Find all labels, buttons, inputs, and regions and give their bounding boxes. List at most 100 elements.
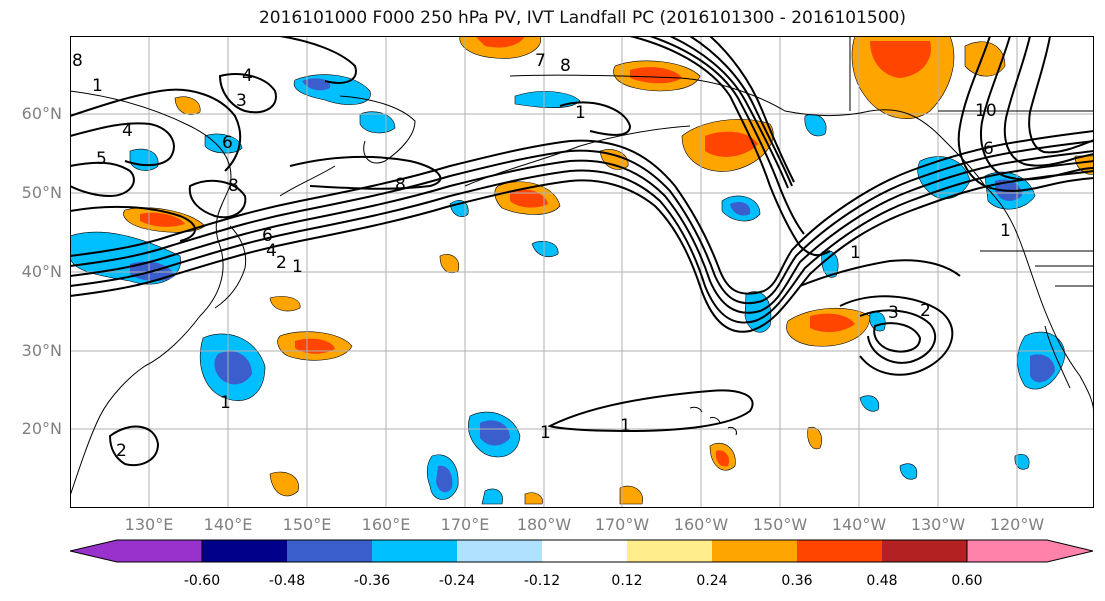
pv-contour	[70, 122, 175, 167]
pv-contour	[709, 36, 795, 183]
pv-contour	[980, 36, 1094, 181]
pv-contour	[108, 425, 160, 466]
lat-label-60n: 60°N	[21, 104, 62, 123]
pos-feature-core	[705, 131, 758, 157]
neg-feature	[204, 133, 243, 154]
map-title: 2016101000 F000 250 hPa PV, IVT Landfall…	[258, 8, 906, 28]
contour-label: 6	[222, 133, 233, 153]
pv-contour	[547, 389, 754, 433]
contour-label: 1	[540, 423, 551, 443]
contour-labels: 8 7 8 1 4 3 4 5 6 8 8 6 4 2 1 1 1 1 1 1 …	[72, 51, 1011, 461]
contour-label: 4	[266, 241, 277, 261]
colorbar-segment	[202, 540, 287, 562]
lon-label-170e: 170°E	[440, 515, 490, 534]
contour-label: 3	[888, 303, 899, 323]
pos-feature-core	[510, 189, 548, 208]
pv-contour	[70, 130, 1094, 295]
pos-feature-core	[870, 41, 931, 78]
colorbar-frame	[201, 539, 968, 563]
contour-label: 1	[575, 103, 586, 123]
coastline-north-america	[984, 185, 1094, 417]
neg-feature	[514, 91, 581, 108]
neg-feature-core	[480, 420, 510, 446]
lon-label-130w: 130°W	[910, 515, 966, 534]
colorbar-segment	[542, 540, 627, 562]
lon-label-120w: 120°W	[989, 515, 1045, 534]
pv-contour	[957, 36, 1094, 192]
colorbar-tick: 0.12	[611, 573, 643, 589]
contour-label: 8	[72, 51, 83, 71]
colorbar-tick: -0.60	[183, 573, 221, 589]
contour-label: 6	[262, 226, 273, 246]
neg-feature-core	[214, 351, 252, 385]
colorbar-segment	[287, 540, 372, 562]
neg-feature-core	[730, 202, 751, 216]
colorbar-tick: 0.24	[696, 573, 728, 589]
contour-label: 4	[122, 121, 133, 141]
colorbar-tick: -0.24	[438, 573, 476, 589]
contour-label: 3	[236, 91, 247, 111]
pos-feature	[964, 41, 1006, 77]
lat-label-20n: 20°N	[21, 419, 62, 438]
coastline-kamchatka	[339, 95, 416, 164]
neg-feature-core	[436, 465, 453, 493]
pv-contour	[188, 179, 247, 219]
neg-feature	[869, 311, 886, 332]
lon-label-130e: 130°E	[124, 515, 174, 534]
pv-contour	[689, 36, 793, 187]
pv-contour	[1003, 36, 1094, 167]
lat-label-40n: 40°N	[21, 262, 62, 281]
lon-label-160w: 160°W	[673, 515, 729, 534]
neg-feature	[899, 463, 918, 480]
pos-feature-core	[140, 212, 185, 227]
pv-contour	[629, 36, 831, 257]
lat-label-30n: 30°N	[21, 341, 62, 360]
pv-contour	[70, 150, 1094, 314]
pos-feature	[619, 485, 643, 505]
pv-contour	[70, 88, 242, 172]
colorbar-segment	[797, 540, 882, 562]
contour-label: 2	[920, 301, 931, 321]
colorbar-extend-high	[966, 539, 1094, 563]
pv-contour	[218, 73, 277, 114]
lon-label-170w: 170°W	[594, 515, 650, 534]
coastline-alaska	[509, 74, 986, 187]
contour-label: 8	[395, 175, 406, 195]
contour-label: 1	[92, 76, 103, 96]
contour-label: 5	[96, 149, 107, 169]
contour-label: 1	[292, 257, 303, 277]
pv-contour	[70, 160, 1094, 324]
colorbar-segment	[457, 540, 542, 562]
coastline-asia	[70, 90, 232, 497]
colorbar-extend-low	[70, 539, 203, 563]
lon-label-140w: 140°W	[831, 515, 887, 534]
neg-feature	[1014, 454, 1030, 470]
lon-label-160e: 160°E	[361, 515, 411, 534]
pv-contour	[289, 155, 442, 190]
lon-label-150e: 150°E	[282, 515, 332, 534]
coastline-kuril	[279, 165, 336, 197]
lon-label-180w: 180°W	[516, 515, 572, 534]
contour-label: 1	[850, 243, 861, 263]
map-panel[interactable]: 8 7 8 1 4 3 4 5 6 8 8 6 4 2 1 1 1 1 1 1 …	[70, 36, 1094, 508]
contour-label: 8	[560, 56, 571, 76]
lon-label-140e: 140°E	[203, 515, 253, 534]
colorbar-segment	[882, 540, 967, 562]
neg-feature	[859, 395, 880, 412]
pv-contours	[70, 36, 1094, 466]
neg-feature	[821, 250, 839, 278]
contour-label: 1	[1000, 221, 1011, 241]
pv-contour	[649, 36, 805, 235]
contour-label: 6	[983, 139, 994, 159]
colorbar-tick: 0.36	[781, 573, 813, 589]
map-frame	[70, 36, 1094, 508]
contour-label: 2	[116, 441, 127, 461]
colorbar-segment	[627, 540, 712, 562]
pv-contour	[669, 36, 789, 189]
contour-label: 4	[242, 66, 253, 86]
pos-feature-core	[295, 338, 335, 354]
neg-feature-core	[302, 78, 331, 91]
neg-feature	[531, 241, 559, 257]
pv-contour	[839, 295, 954, 376]
pos-feature	[269, 296, 301, 312]
